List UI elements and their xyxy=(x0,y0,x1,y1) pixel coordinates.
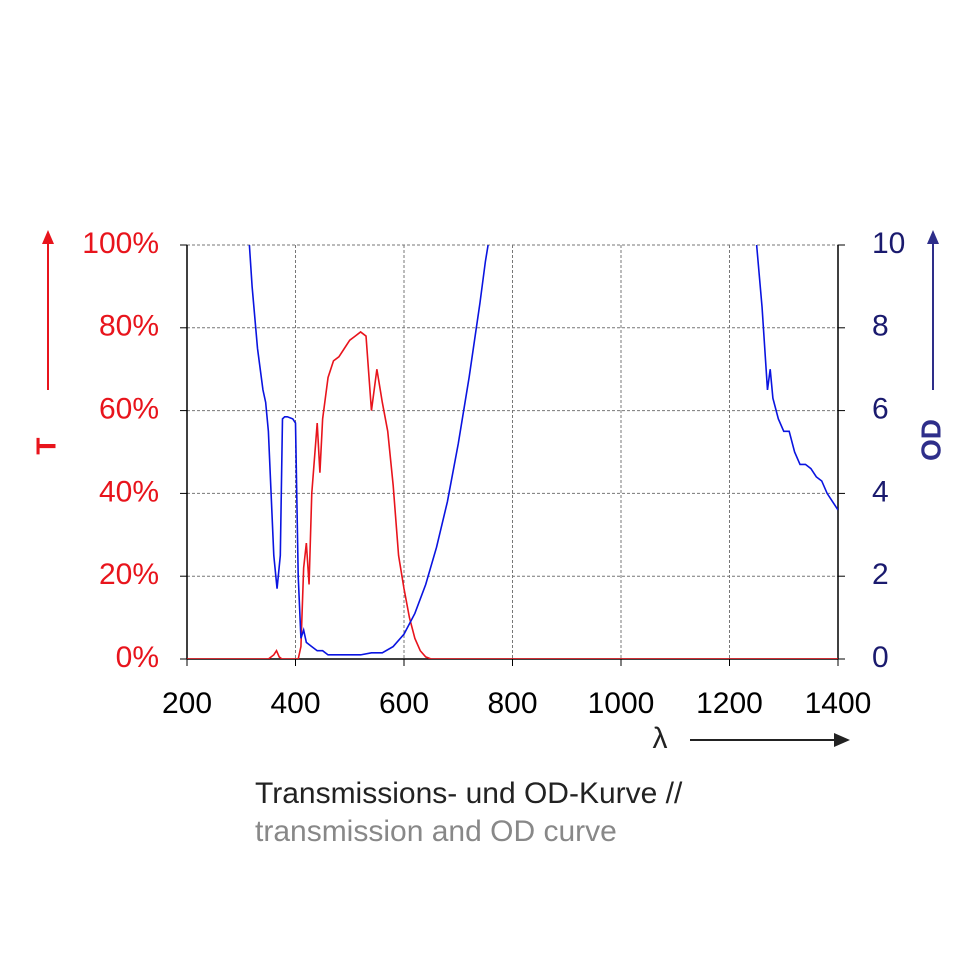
x-tick-label: 600 xyxy=(379,687,429,720)
y-tick-label: 0% xyxy=(116,641,159,674)
y-arrow-head xyxy=(42,230,54,244)
y-label: T xyxy=(30,437,61,454)
x-tick-label: 800 xyxy=(487,687,537,720)
plot-area xyxy=(187,245,838,659)
x-tick-label: 1000 xyxy=(588,687,655,720)
x-arrow-head xyxy=(834,733,850,747)
y2-tick-label: 2 xyxy=(872,558,889,591)
x-tick-label: 200 xyxy=(162,687,212,720)
y2-tick-label: 0 xyxy=(872,641,889,674)
y-tick-label: 80% xyxy=(99,310,159,343)
x-tick-label: 1400 xyxy=(805,687,872,720)
x-tick-label: 400 xyxy=(270,687,320,720)
y2-tick-label: 6 xyxy=(872,393,889,426)
y2-tick-label: 8 xyxy=(872,310,889,343)
caption-en: transmission and OD curve xyxy=(255,815,617,848)
y-tick-label: 60% xyxy=(99,393,159,426)
y2-tick-label: 4 xyxy=(872,475,889,508)
y-tick-label: 100% xyxy=(82,227,159,260)
x-tick-label: 1200 xyxy=(696,687,763,720)
caption-de: Transmissions- und OD-Kurve // xyxy=(255,777,683,810)
x-label: λ xyxy=(653,722,668,755)
data-line xyxy=(187,330,838,659)
y2-label: OD xyxy=(915,419,946,461)
y-tick-label: 40% xyxy=(99,475,159,508)
y-tick-label: 20% xyxy=(99,558,159,591)
y2-tick-label: 10 xyxy=(872,227,905,260)
y2-arrow-head xyxy=(927,230,939,244)
data-line xyxy=(248,245,838,656)
